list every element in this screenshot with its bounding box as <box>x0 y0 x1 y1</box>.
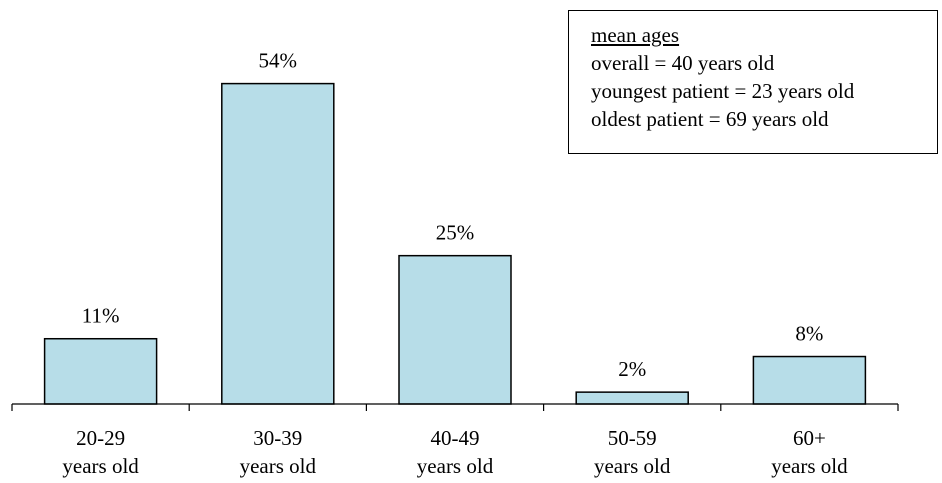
mean-age-overall: overall = 40 years old <box>591 51 775 75</box>
bar-30-39 <box>221 82 335 405</box>
category-unit-label: years old <box>62 454 139 478</box>
data-labels-group: 11% 54% 25% 2% 8% <box>82 49 824 382</box>
bar-60+ <box>752 355 867 405</box>
category-unit-label: years old <box>240 454 317 478</box>
bars-group <box>43 82 867 405</box>
category-range-label: 50-59 <box>608 426 657 450</box>
mean-ages-box: mean ages overall = 40 years old younges… <box>568 10 938 154</box>
category-range-label: 20-29 <box>76 426 125 450</box>
category-range-label: 40-49 <box>431 426 480 450</box>
data-label: 2% <box>618 357 646 381</box>
data-label: 25% <box>436 221 475 245</box>
data-label: 54% <box>259 49 298 73</box>
x-axis-ticks <box>11 404 899 411</box>
bar-20-29 <box>43 337 158 405</box>
category-range-label: 60+ <box>793 426 826 450</box>
data-label: 11% <box>82 304 120 328</box>
category-unit-label: years old <box>594 454 671 478</box>
bar-40-49 <box>398 254 512 405</box>
mean-age-oldest: oldest patient = 69 years old <box>591 107 829 131</box>
category-labels-group: 20-29 years old 30-39 years old 40-49 years o… <box>62 426 848 478</box>
category-unit-label: years old <box>771 454 848 478</box>
mean-age-youngest: youngest patient = 23 years old <box>591 79 855 103</box>
mean-ages-title: mean ages <box>591 23 680 47</box>
bar-50-59 <box>575 391 689 405</box>
category-unit-label: years old <box>417 454 494 478</box>
category-range-label: 30-39 <box>253 426 302 450</box>
data-label: 8% <box>795 322 823 346</box>
